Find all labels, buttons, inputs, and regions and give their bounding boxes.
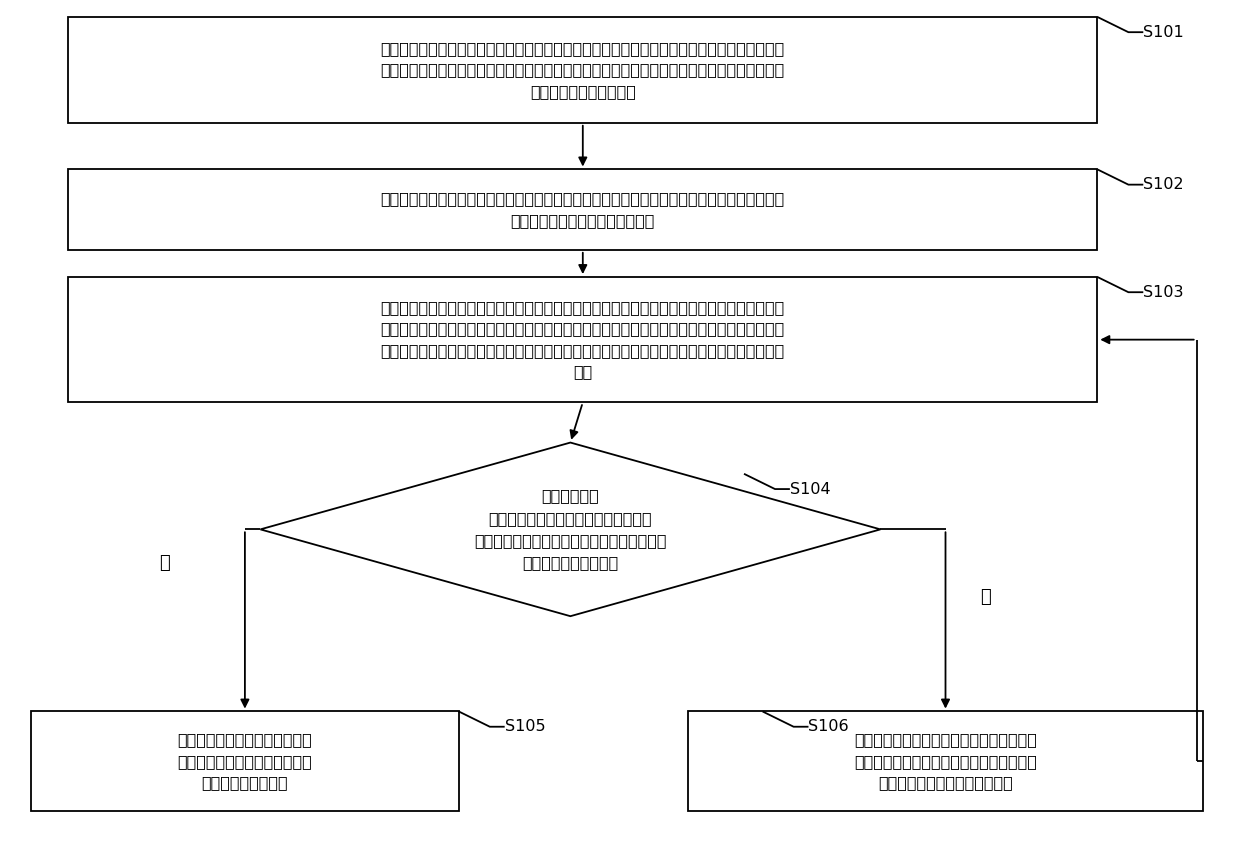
Bar: [68, 17, 1097, 123]
Bar: [688, 711, 1203, 811]
Text: 将集群性能指标值最小值对应的
所述当前个体代表的网络连接架
构作为目标连接架构: 将集群性能指标值最小值对应的 所述当前个体代表的网络连接架 构作为目标连接架构: [177, 733, 312, 790]
Text: 利用遗传算法对种群进行个体的选择、个体
间的交叉和个体的变异处理，并将处理后的
网络所对应的个体作为当前个体: 利用遗传算法对种群进行个体的选择、个体 间的交叉和个体的变异处理，并将处理后的 …: [854, 733, 1037, 790]
Bar: [68, 169, 1097, 250]
Bar: [68, 277, 1097, 402]
Text: S104: S104: [790, 482, 831, 496]
Text: 将待进行集群划分的配电网抽象为由节点和边连接而成的网络，并将所述网络中相互连接的两个
节点之间的连接关系使用第一预设值表示，将所述网络中相互之间无连接的两个节点: 将待进行集群划分的配电网抽象为由节点和边连接而成的网络，并将所述网络中相互连接的…: [381, 41, 785, 99]
Text: S106: S106: [808, 719, 849, 734]
Bar: [31, 711, 459, 811]
Text: 判断所述各个
当前个体分别对应的集群性能指标中的
最小值是否小于第三预设阈值，或者迭代次数
是否达到第四预设阈值: 判断所述各个 当前个体分别对应的集群性能指标中的 最小值是否小于第三预设阈值，或…: [474, 489, 667, 570]
Polygon shape: [260, 442, 880, 616]
Text: S103: S103: [1143, 285, 1184, 300]
Text: 随机分别将所述网络中的若干个第一预设值更改为第二预设值，获取更改后的网络对应的若干个
个体，并将所述个体作为当前个体: 随机分别将所述网络中的若干个第一预设值更改为第二预设值，获取更改后的网络对应的若…: [381, 191, 785, 228]
Text: 是: 是: [159, 554, 170, 573]
Text: S105: S105: [505, 719, 546, 734]
Text: 针对每一当前个体，根据所述当前个体中的节点间电气联系紧密程度获取所述当前个体的模块度
指标，根据所述当前个体中各节点的功率值、所述当前个体储能的功率调节能力获取: 针对每一当前个体，根据所述当前个体中的节点间电气联系紧密程度获取所述当前个体的模…: [381, 300, 785, 379]
Text: S102: S102: [1143, 177, 1184, 192]
Text: S101: S101: [1143, 25, 1184, 40]
Text: 否: 否: [981, 588, 991, 606]
